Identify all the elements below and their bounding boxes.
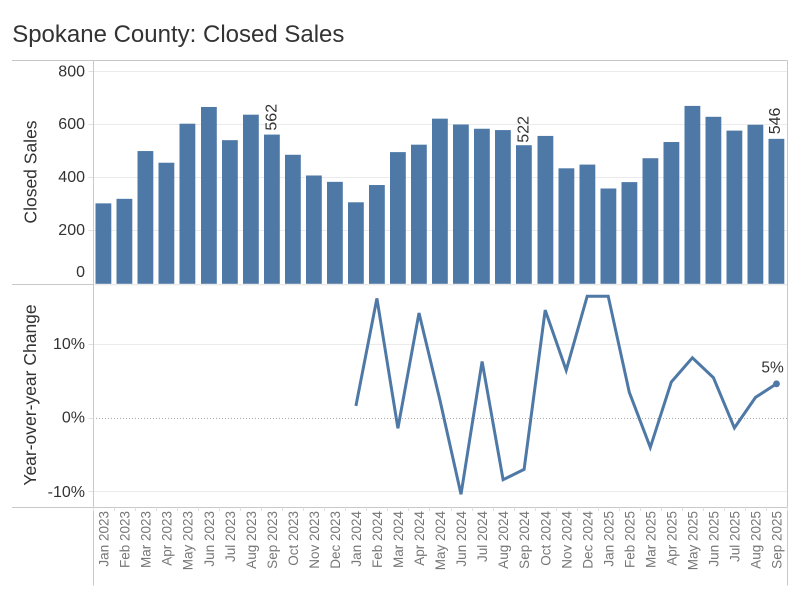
svg-text:Oct 2024: Oct 2024 (538, 511, 553, 566)
svg-text:Mar 2024: Mar 2024 (391, 511, 406, 569)
svg-text:Jan 2025: Jan 2025 (601, 511, 616, 567)
svg-text:0: 0 (76, 264, 85, 281)
svg-text:May 2024: May 2024 (433, 511, 448, 571)
svg-text:Jul 2024: Jul 2024 (475, 511, 490, 563)
svg-text:0%: 0% (62, 410, 85, 427)
svg-text:-10%: -10% (48, 484, 85, 501)
svg-text:Jun 2024: Jun 2024 (454, 511, 469, 567)
svg-text:Year-over-year Change: Year-over-year Change (20, 304, 40, 485)
svg-text:Feb 2023: Feb 2023 (118, 511, 133, 568)
svg-text:800: 800 (58, 64, 85, 81)
svg-text:Spokane County: Closed Sales: Spokane County: Closed Sales (12, 21, 344, 48)
svg-text:562: 562 (263, 104, 280, 131)
svg-text:Aug 2025: Aug 2025 (749, 511, 764, 569)
svg-text:Mar 2023: Mar 2023 (139, 511, 154, 568)
svg-text:Dec 2023: Dec 2023 (328, 511, 343, 569)
svg-text:Jun 2023: Jun 2023 (202, 511, 217, 567)
svg-text:200: 200 (58, 222, 85, 239)
svg-text:Nov 2024: Nov 2024 (559, 511, 574, 569)
svg-text:Closed Sales: Closed Sales (21, 120, 41, 223)
svg-text:600: 600 (58, 116, 85, 133)
svg-text:Jun 2025: Jun 2025 (707, 511, 722, 567)
svg-text:Nov 2023: Nov 2023 (307, 511, 322, 569)
svg-text:Aug 2023: Aug 2023 (244, 511, 259, 569)
svg-text:Oct 2023: Oct 2023 (286, 511, 301, 566)
svg-text:546: 546 (767, 108, 784, 135)
svg-text:Apr 2024: Apr 2024 (412, 511, 427, 566)
svg-text:Mar 2025: Mar 2025 (643, 511, 658, 568)
svg-text:Feb 2024: Feb 2024 (370, 511, 385, 569)
svg-text:Jul 2023: Jul 2023 (223, 511, 238, 562)
svg-text:Sep 2025: Sep 2025 (770, 511, 785, 569)
svg-text:Apr 2025: Apr 2025 (664, 511, 679, 566)
svg-text:Aug 2024: Aug 2024 (496, 511, 511, 569)
svg-text:Feb 2025: Feb 2025 (622, 511, 637, 568)
svg-text:Dec 2024: Dec 2024 (580, 511, 595, 569)
svg-text:May 2023: May 2023 (181, 511, 196, 570)
svg-text:Sep 2024: Sep 2024 (517, 511, 532, 569)
svg-text:Jan 2023: Jan 2023 (97, 511, 112, 567)
svg-text:Jan 2024: Jan 2024 (349, 511, 364, 567)
svg-text:May 2025: May 2025 (686, 511, 701, 570)
svg-text:Apr 2023: Apr 2023 (160, 511, 175, 566)
svg-text:522: 522 (516, 116, 533, 143)
svg-text:Jul 2025: Jul 2025 (728, 511, 743, 562)
svg-text:400: 400 (58, 169, 85, 186)
svg-text:5%: 5% (761, 360, 784, 377)
svg-text:Sep 2023: Sep 2023 (265, 511, 280, 569)
svg-text:10%: 10% (53, 336, 85, 353)
